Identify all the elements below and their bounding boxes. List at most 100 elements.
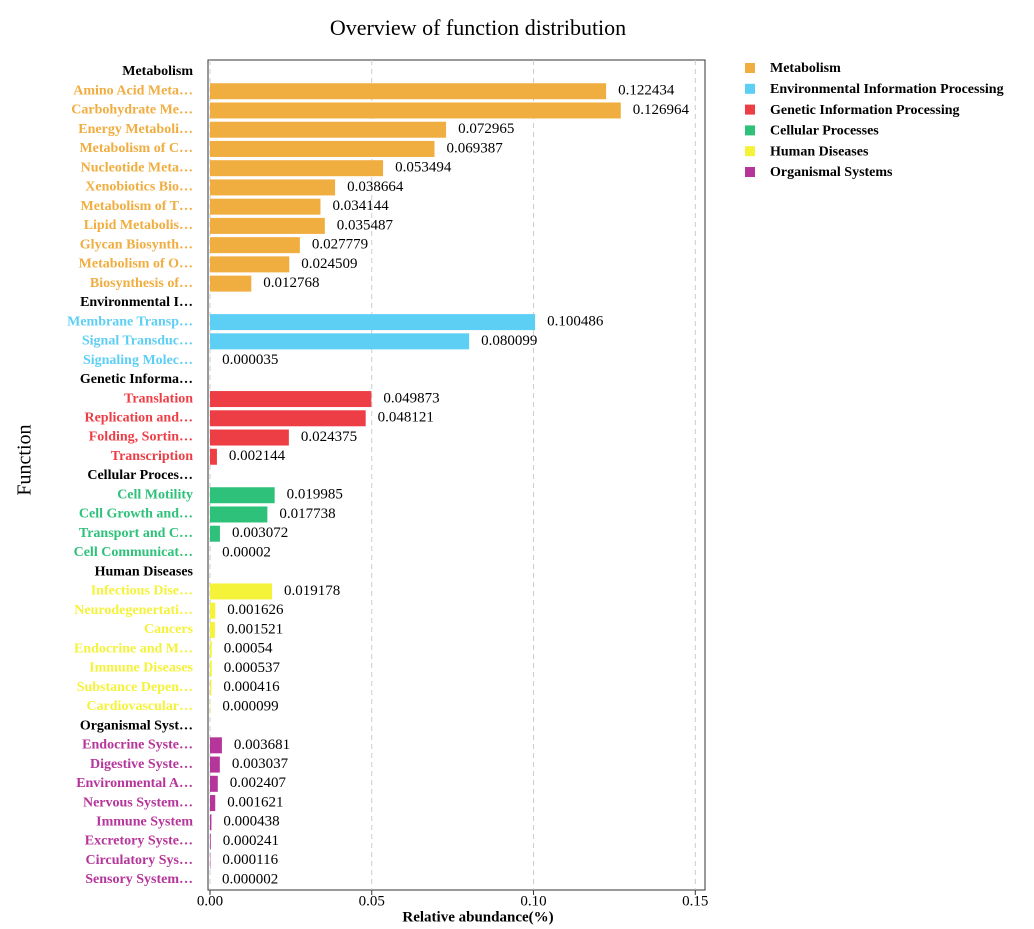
bar bbox=[210, 448, 217, 465]
value-label: 0.001521 bbox=[227, 621, 283, 637]
value-label: 0.003037 bbox=[232, 756, 289, 772]
value-label: 0.017738 bbox=[279, 506, 335, 522]
legend-swatch bbox=[745, 125, 755, 136]
bar bbox=[210, 679, 212, 696]
y-tick-label: Amino Acid Meta… bbox=[73, 83, 193, 98]
y-tick-label: Energy Metaboli… bbox=[78, 122, 193, 137]
value-label: 0.024375 bbox=[301, 429, 357, 445]
y-tick-label: Replication and… bbox=[84, 411, 193, 426]
x-tick-label: 0.10 bbox=[520, 893, 546, 909]
bar bbox=[210, 756, 220, 773]
legend-label: Human Diseases bbox=[770, 144, 869, 159]
group-label: Metabolism bbox=[122, 64, 193, 79]
y-tick-label: Folding, Sortin… bbox=[89, 430, 193, 445]
value-label: 0.035487 bbox=[337, 217, 394, 233]
value-label: 0.034144 bbox=[332, 198, 389, 214]
bar bbox=[210, 583, 273, 600]
y-tick-label: Metabolism of O… bbox=[79, 257, 193, 272]
bar bbox=[210, 410, 366, 427]
y-tick-label: Endocrine Syste… bbox=[82, 738, 193, 753]
value-label: 0.000099 bbox=[222, 698, 278, 714]
legend-label: Cellular Processes bbox=[770, 124, 879, 139]
value-label: 0.000438 bbox=[223, 814, 279, 830]
bar bbox=[210, 621, 215, 638]
bar bbox=[210, 814, 212, 831]
value-label: 0.000537 bbox=[224, 660, 281, 676]
value-label: 0.00002 bbox=[222, 544, 271, 560]
bar bbox=[210, 102, 621, 119]
bar bbox=[210, 314, 536, 331]
value-label: 0.003681 bbox=[234, 737, 290, 753]
bar bbox=[210, 140, 435, 157]
y-tick-label: Transport and C… bbox=[79, 526, 193, 541]
y-tick-label: Infectious Dise… bbox=[91, 584, 193, 599]
bar bbox=[210, 795, 216, 812]
y-tick-label: Nucleotide Meta… bbox=[81, 160, 193, 175]
y-tick-label: Translation bbox=[124, 391, 193, 406]
value-label: 0.012768 bbox=[263, 275, 319, 291]
value-label: 0.000002 bbox=[222, 871, 278, 887]
plot-frame bbox=[207, 59, 706, 891]
bar bbox=[210, 121, 447, 138]
y-tick-label: Lipid Metabolis… bbox=[84, 218, 193, 233]
bar bbox=[210, 275, 252, 292]
bar bbox=[210, 333, 470, 350]
bar bbox=[210, 602, 216, 619]
bar bbox=[210, 391, 372, 408]
value-label: 0.000241 bbox=[223, 833, 279, 849]
y-tick-label: Excretory Syste… bbox=[85, 834, 193, 849]
bar bbox=[210, 506, 268, 523]
x-tick-label: 0.00 bbox=[197, 893, 223, 909]
bar bbox=[210, 198, 321, 215]
y-tick-label: Cell Growth and… bbox=[79, 507, 193, 522]
group-label: Organismal Syst… bbox=[80, 718, 193, 733]
bar bbox=[210, 179, 336, 196]
group-label: Cellular Proces… bbox=[87, 468, 193, 483]
y-tick-label: Membrane Transp… bbox=[67, 314, 193, 329]
value-label: 0.019985 bbox=[287, 487, 343, 503]
legend-label: Metabolism bbox=[770, 61, 841, 76]
y-tick-label: Substance Depen… bbox=[77, 680, 193, 695]
y-tick-label: Metabolism of C… bbox=[79, 141, 193, 156]
value-label: 0.053494 bbox=[395, 160, 452, 176]
value-label: 0.000416 bbox=[223, 679, 280, 695]
bar bbox=[210, 525, 220, 542]
bar bbox=[210, 775, 218, 792]
legend-swatch bbox=[745, 146, 755, 157]
y-tick-label: Immune System bbox=[96, 815, 193, 830]
value-label: 0.038664 bbox=[347, 179, 404, 195]
value-label: 0.122434 bbox=[618, 83, 675, 99]
group-label: Human Diseases bbox=[95, 564, 194, 579]
bar bbox=[210, 429, 289, 446]
x-tick-label: 0.05 bbox=[359, 893, 385, 909]
legend-swatch bbox=[745, 104, 755, 115]
y-tick-label: Transcription bbox=[111, 449, 193, 464]
bar bbox=[210, 737, 222, 754]
y-tick-label: Endocrine and M… bbox=[74, 641, 193, 656]
y-tick-label: Cell Communicat… bbox=[74, 545, 193, 560]
value-label: 0.002407 bbox=[230, 775, 287, 791]
chart-title: Overview of function distribution bbox=[330, 15, 626, 40]
legend-label: Genetic Information Processing bbox=[770, 103, 960, 118]
legend-swatch bbox=[745, 167, 755, 177]
value-label: 0.024509 bbox=[301, 256, 357, 272]
y-tick-label: Immune Diseases bbox=[89, 661, 193, 676]
value-label: 0.003072 bbox=[232, 525, 288, 541]
bar bbox=[210, 237, 300, 254]
y-axis-label: Function bbox=[14, 424, 36, 495]
y-tick-label: Nervous System… bbox=[83, 795, 193, 810]
value-label: 0.001621 bbox=[227, 794, 283, 810]
y-tick-label: Metabolism of T… bbox=[80, 199, 193, 214]
bar bbox=[210, 660, 212, 677]
y-tick-label: Digestive Syste… bbox=[90, 757, 193, 772]
y-tick-label: Neurodegenertati… bbox=[74, 603, 193, 618]
value-label: 0.019178 bbox=[284, 583, 340, 599]
bar bbox=[210, 160, 384, 177]
value-label: 0.001626 bbox=[227, 602, 284, 618]
y-tick-label: Signal Transduc… bbox=[82, 334, 193, 349]
y-tick-label: Biosynthesis of… bbox=[90, 276, 193, 291]
legend-swatch bbox=[745, 63, 755, 73]
bar bbox=[210, 833, 211, 850]
bar bbox=[210, 217, 325, 234]
